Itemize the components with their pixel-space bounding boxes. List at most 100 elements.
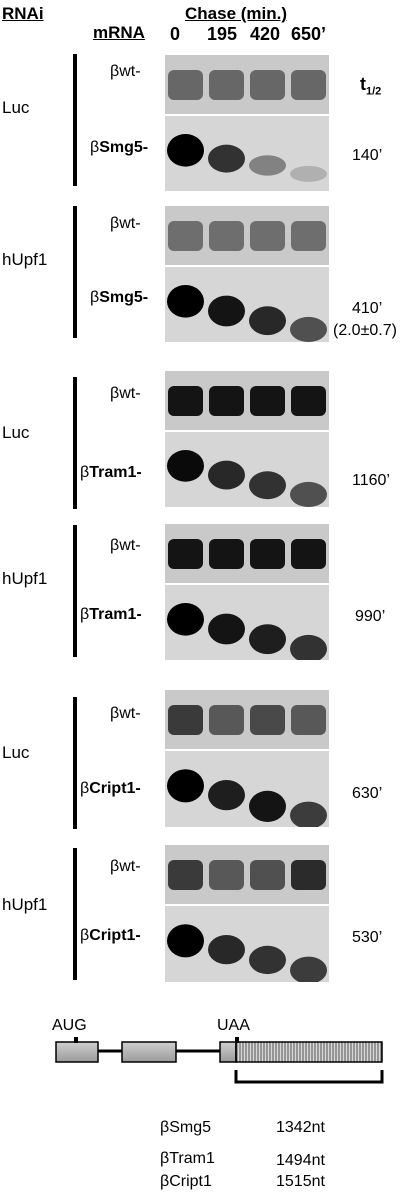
exon-2 xyxy=(121,1041,177,1063)
length-value: 1515nt xyxy=(276,1173,325,1190)
wt-band xyxy=(209,860,244,890)
target-band xyxy=(249,306,286,336)
wt-band xyxy=(168,386,203,416)
group-bar xyxy=(73,377,77,509)
exon-1 xyxy=(55,1041,99,1063)
timepoint-3: 650’ xyxy=(291,24,327,44)
group-bar xyxy=(73,206,77,338)
length-value: 1342nt xyxy=(276,1119,325,1136)
group-bar xyxy=(73,525,77,657)
t-half-value: 630’ xyxy=(352,785,383,802)
target-band xyxy=(290,634,327,660)
t-half-value: 140’ xyxy=(352,147,383,164)
uaa-marker xyxy=(235,1037,239,1043)
rnai-label: Luc xyxy=(2,423,30,442)
target-band xyxy=(208,780,245,811)
target-label: βTram1- xyxy=(80,464,142,481)
target-band xyxy=(249,624,286,655)
blot-group-5 xyxy=(165,690,329,827)
gene-structure-diagram xyxy=(55,1037,384,1084)
wt-band xyxy=(291,860,326,890)
target-band xyxy=(290,481,327,507)
wt-band xyxy=(250,221,285,251)
target-band xyxy=(290,801,327,827)
target-band xyxy=(290,956,327,982)
wt-band xyxy=(291,70,326,100)
group-bar xyxy=(73,697,77,829)
wt-band xyxy=(209,386,244,416)
target-band xyxy=(249,155,286,176)
exon-3-utr xyxy=(235,1041,383,1063)
panel-divider xyxy=(165,749,329,751)
blot-group-1 xyxy=(165,55,329,191)
wt-band xyxy=(209,705,244,735)
wt-band xyxy=(168,70,203,100)
target-band xyxy=(249,790,286,822)
target-band xyxy=(208,144,245,173)
length-name: βCript1 xyxy=(160,1173,212,1190)
wt-band xyxy=(209,539,244,569)
t-half-value: 990’ xyxy=(355,608,386,625)
exon-3-coding xyxy=(219,1041,237,1063)
length-value: 1494nt xyxy=(276,1152,325,1169)
wt-band xyxy=(250,70,285,100)
target-band xyxy=(249,945,286,975)
wt-band xyxy=(250,386,285,416)
target-label: βCript1- xyxy=(80,927,141,944)
t-half-value: 530’ xyxy=(352,929,383,946)
target-band xyxy=(208,613,245,645)
panel-divider xyxy=(165,904,329,906)
target-band xyxy=(167,924,204,958)
wt-band xyxy=(250,705,285,735)
rnai-label: hUpf1 xyxy=(2,250,48,269)
target-label: βCript1- xyxy=(80,780,141,797)
wt-label: βwt- xyxy=(110,705,141,722)
wt-band xyxy=(291,539,326,569)
group-bar xyxy=(73,848,77,980)
target-band xyxy=(167,450,204,482)
fold-ratio: (2.0±0.7) xyxy=(333,322,397,339)
wt-band xyxy=(168,221,203,251)
blot-group-2 xyxy=(165,206,329,342)
rnai-label: hUpf1 xyxy=(2,895,48,914)
panel-divider xyxy=(165,430,329,432)
wt-label: βwt- xyxy=(110,385,141,402)
target-band xyxy=(290,165,327,182)
target-band xyxy=(167,603,204,636)
rnai-label: Luc xyxy=(2,743,30,762)
wt-band xyxy=(250,539,285,569)
blot-group-4 xyxy=(165,524,329,660)
length-name: βSmg5 xyxy=(160,1119,211,1136)
rnai-header: RNAi xyxy=(2,4,44,23)
wt-band xyxy=(291,386,326,416)
panel-divider xyxy=(165,114,329,116)
wt-band xyxy=(168,705,203,735)
target-band xyxy=(208,295,245,327)
blot-group-6 xyxy=(165,845,329,982)
panel-divider xyxy=(165,583,329,585)
chase-header: Chase (min.) xyxy=(185,4,288,23)
target-band xyxy=(290,316,327,342)
target-band xyxy=(208,935,245,965)
wt-band xyxy=(168,539,203,569)
wt-band xyxy=(250,860,285,890)
uaa-label: UAA xyxy=(217,1017,250,1034)
blot-group-3 xyxy=(165,371,329,507)
target-label: βTram1- xyxy=(80,606,142,623)
t-half-value: 1160’ xyxy=(352,472,390,489)
group-bar xyxy=(73,54,77,186)
panel-divider xyxy=(165,265,329,267)
timepoint-2: 420 xyxy=(250,24,281,44)
wt-label: βwt- xyxy=(110,63,141,80)
t-half-value: 410’ xyxy=(352,300,383,317)
rnai-label: Luc xyxy=(2,98,30,117)
wt-band xyxy=(291,221,326,251)
length-name: βTram1 xyxy=(160,1150,215,1167)
target-band xyxy=(167,769,204,803)
aug-marker xyxy=(74,1037,78,1043)
timepoint-1: 195 xyxy=(207,24,238,44)
wt-band xyxy=(168,860,203,890)
target-band xyxy=(167,134,204,167)
probe-bracket xyxy=(234,1070,384,1084)
wt-label: βwt- xyxy=(110,537,141,554)
